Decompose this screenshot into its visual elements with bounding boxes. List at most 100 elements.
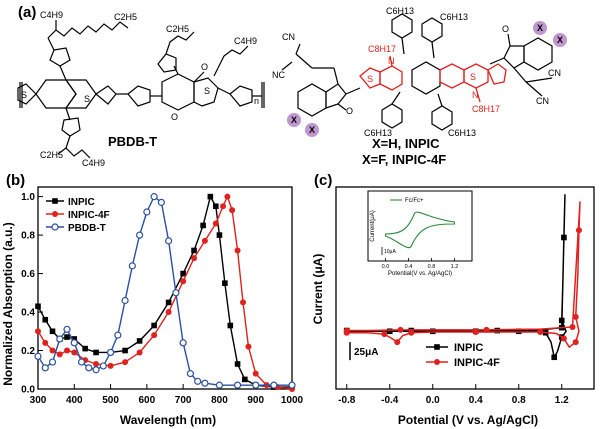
sulfur-label: S	[204, 86, 210, 96]
x-tick-label: 700	[175, 395, 192, 406]
sulfur-label: S	[84, 94, 90, 104]
data-point	[42, 339, 49, 346]
x-label: X	[557, 35, 563, 45]
data-point	[207, 193, 214, 200]
inset-frame	[367, 190, 473, 262]
cn-label: CN	[536, 96, 549, 106]
data-point	[93, 349, 99, 356]
y-axis-label: Normalized Absorption (a.u.)	[1, 222, 15, 386]
nitrogen-label: N	[388, 56, 395, 66]
data-point	[92, 366, 100, 374]
nc-label: NC	[272, 70, 285, 80]
data-point	[121, 296, 129, 305]
inset-legend-label: Fc/Fc+	[405, 198, 424, 204]
y-tick-label: 0.2	[21, 346, 35, 357]
x-substituent-marker	[305, 123, 319, 137]
data-point	[128, 262, 136, 270]
data-point	[107, 362, 114, 369]
x-axis-label: Wavelength (nm)	[120, 413, 216, 427]
data-point	[234, 361, 241, 367]
panel-c-label: (c)	[314, 172, 333, 189]
data-point	[34, 352, 42, 360]
x-tick-label: -0.8	[338, 395, 356, 406]
data-point	[252, 370, 259, 377]
data-point	[71, 336, 78, 342]
x-tick-label: 800	[211, 395, 228, 406]
x-label: X	[309, 125, 315, 135]
data-point	[48, 358, 57, 366]
oxygen-label: O	[171, 112, 178, 122]
legend-label: INPIC	[454, 342, 483, 354]
inset-x-axis-label: Potential(V vs. Ag/AgCl)	[388, 271, 452, 277]
x-label: X	[537, 23, 543, 33]
data-point	[151, 332, 158, 339]
data-point	[63, 325, 71, 333]
x-substituent-marker	[553, 33, 567, 47]
data-point	[394, 339, 401, 346]
inset-y-axis-label: Current(μA)	[370, 210, 376, 241]
sulfur-label: S	[470, 72, 476, 82]
data-point	[106, 348, 115, 357]
c8h17-label: C8H17	[368, 44, 396, 54]
data-point	[136, 349, 143, 356]
oxygen-label: O	[502, 24, 509, 34]
data-point	[537, 329, 544, 336]
data-point	[572, 339, 579, 346]
repeat-unit-n: n	[254, 96, 259, 106]
x-substituent-marker	[287, 113, 301, 127]
x-tick-label: 500	[102, 395, 119, 406]
data-point	[472, 329, 479, 336]
data-point	[381, 331, 388, 338]
inpic-structure: CN NC O O CN CN C6H13 C6H13 C6H13 C6H13 …	[272, 6, 567, 138]
data-point	[551, 354, 558, 361]
y-tick-label: 0.0	[21, 385, 35, 396]
data-point	[227, 322, 234, 329]
data-point	[201, 237, 208, 244]
data-point	[201, 379, 209, 387]
data-point	[240, 299, 247, 306]
inset-x-tick-label: 0.8	[428, 264, 436, 270]
y-tick-label: 0.8	[21, 231, 35, 242]
x-axis-label: Potential (V vs. Ag/AgCl)	[398, 413, 538, 427]
c2h5-label: C2H5	[114, 12, 137, 22]
legend-marker	[52, 211, 58, 217]
data-point	[49, 347, 56, 354]
data-point	[494, 327, 501, 334]
inset-scale-bar-label: 10μA	[384, 249, 396, 255]
data-point	[569, 323, 576, 330]
cyclic-voltammetry-chart: -0.8 -0.4 0.0 0.4 0.8 1.2 25μA INPIC INPIC-4F 0.0…	[311, 186, 595, 427]
legend-marker	[52, 198, 58, 204]
absorption-chart: 300 400 500 600 700 800 900 1000 0.0 0.2 0.4 0.6 0.8…	[1, 186, 304, 427]
data-point	[99, 362, 107, 370]
data-point	[157, 198, 165, 206]
x-tick-label: -0.4	[381, 395, 399, 406]
inset-x-tick-label: 0.4	[405, 264, 413, 270]
data-point	[483, 326, 490, 333]
x-tick-label: 0.0	[426, 395, 440, 406]
data-point	[408, 329, 415, 336]
data-point	[575, 227, 582, 234]
data-point	[179, 339, 187, 347]
data-point	[122, 359, 129, 366]
c6h13-label: C6H13	[386, 6, 414, 16]
data-point	[186, 370, 194, 378]
cn-label: CN	[548, 68, 561, 78]
pbdb-t-name: PBDB-T	[108, 134, 158, 149]
x-tick-label: 900	[247, 395, 264, 406]
data-point	[213, 203, 219, 210]
data-point	[180, 278, 187, 285]
data-point	[143, 208, 151, 216]
panel-a-label: (a)	[18, 4, 37, 21]
data-point	[41, 364, 49, 372]
data-point	[200, 222, 206, 229]
legend-label: INPIC-4F	[68, 210, 110, 221]
legend-marker	[434, 359, 440, 365]
data-point	[122, 347, 128, 354]
data-point	[558, 317, 565, 324]
legend-label: PBDB-T	[68, 223, 106, 234]
data-point	[71, 349, 78, 356]
y-axis-label: Current (μA)	[311, 254, 325, 325]
data-point	[252, 381, 260, 389]
c2h5-label: C2H5	[40, 150, 63, 160]
data-point	[233, 381, 242, 389]
